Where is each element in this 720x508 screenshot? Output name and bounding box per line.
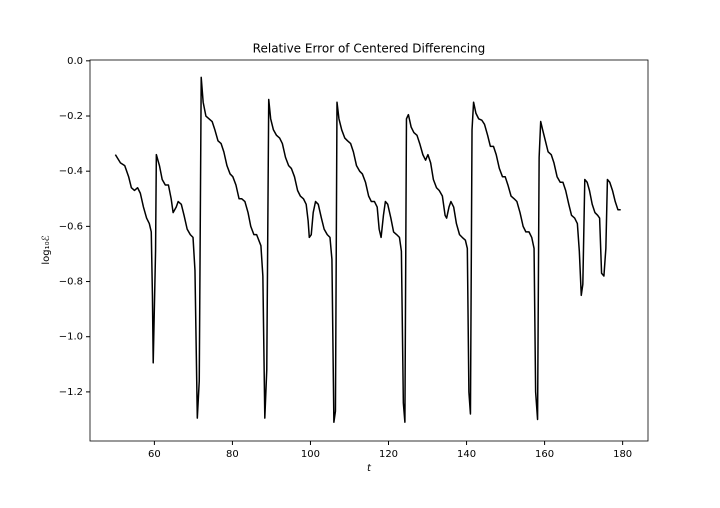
x-axis-label: t	[367, 463, 372, 474]
line-series	[114, 76, 621, 423]
chart-title: Relative Error of Centered Differencing	[253, 42, 486, 56]
x-tick-label: 180	[613, 449, 632, 460]
y-tick-label: 0.0	[67, 56, 83, 67]
x-tick-label: 60	[148, 449, 161, 460]
y-tick-label: −0.6	[59, 221, 83, 232]
y-axis-label: log₁₀ℰ	[41, 235, 52, 264]
x-tick-label: 160	[535, 449, 554, 460]
y-tick-label: −0.4	[59, 166, 83, 177]
x-tick-label: 140	[457, 449, 476, 460]
x-tick-label: 80	[226, 449, 239, 460]
y-tick-label: −1.2	[59, 387, 83, 398]
plot-frame	[89, 59, 649, 442]
y-tick-label: −0.8	[59, 277, 83, 288]
x-tick-label: 120	[379, 449, 398, 460]
y-tick-label: −1.0	[59, 332, 83, 343]
x-tick-label: 100	[301, 449, 320, 460]
y-tick-label: −0.2	[59, 111, 83, 122]
